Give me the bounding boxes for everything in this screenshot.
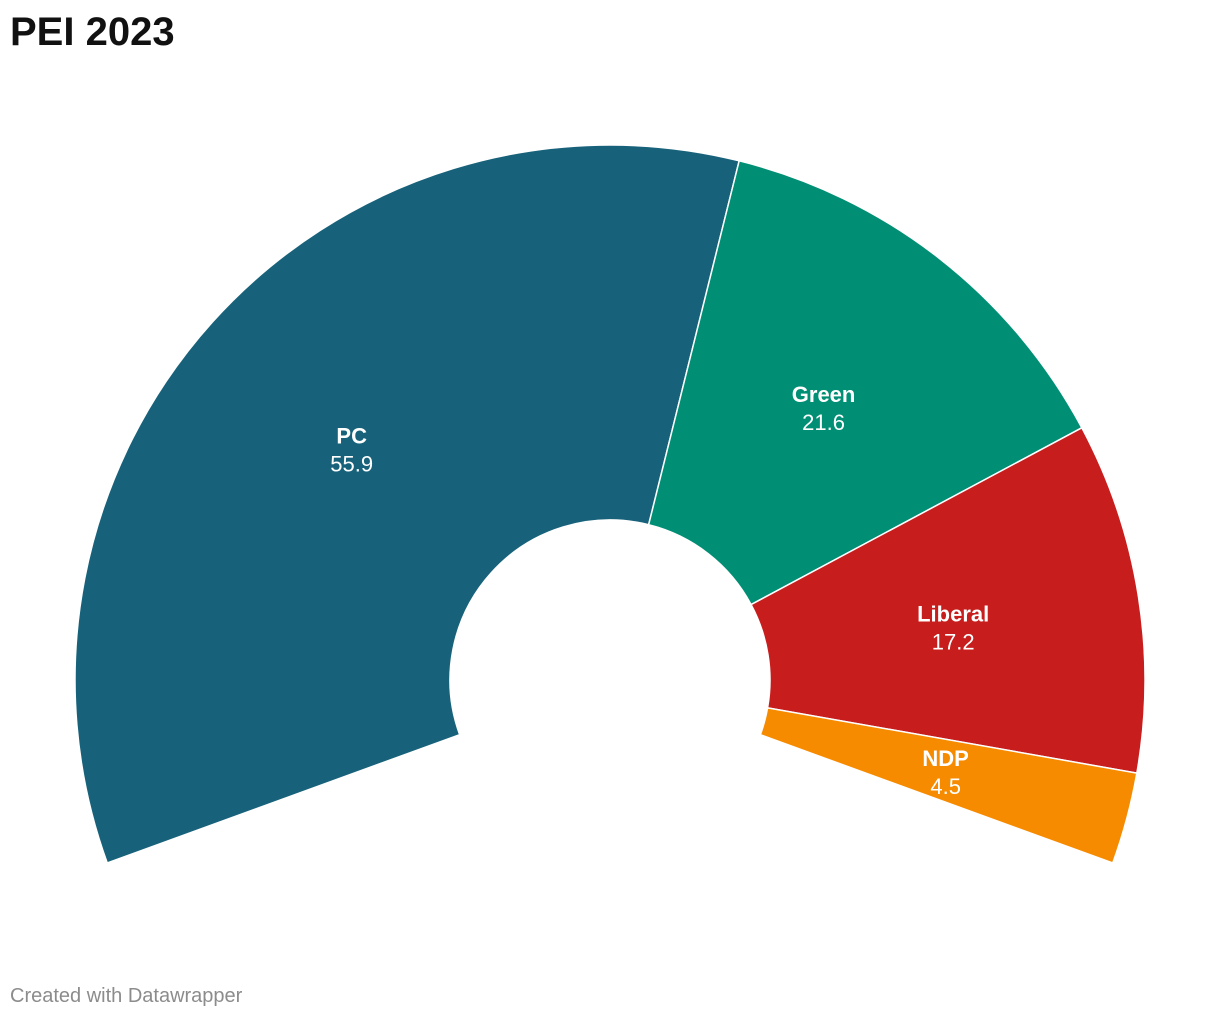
slice-green bbox=[647, 159, 1083, 606]
slice-name-label: NDP bbox=[922, 746, 968, 771]
slice-name-label: PC bbox=[336, 424, 367, 449]
slices-group bbox=[74, 144, 1146, 864]
footer-credit: Created with Datawrapper bbox=[10, 985, 243, 1007]
slice-ndp bbox=[759, 706, 1138, 864]
slice-name-label: Liberal bbox=[917, 601, 989, 626]
slice-value-label: 55.9 bbox=[330, 452, 373, 477]
chart-title: PEI 2023 bbox=[10, 10, 175, 54]
slice-value-label: 21.6 bbox=[802, 410, 845, 435]
slice-pc bbox=[74, 144, 741, 864]
slice-value-label: 17.2 bbox=[932, 629, 975, 654]
slice-name-label: Green bbox=[792, 382, 856, 407]
slice-value-label: 4.5 bbox=[930, 774, 961, 799]
slice-liberal bbox=[750, 426, 1146, 774]
labels-group: PC 55.9 Green 21.6 Liberal 17.2 NDP 4.5 bbox=[330, 382, 989, 799]
